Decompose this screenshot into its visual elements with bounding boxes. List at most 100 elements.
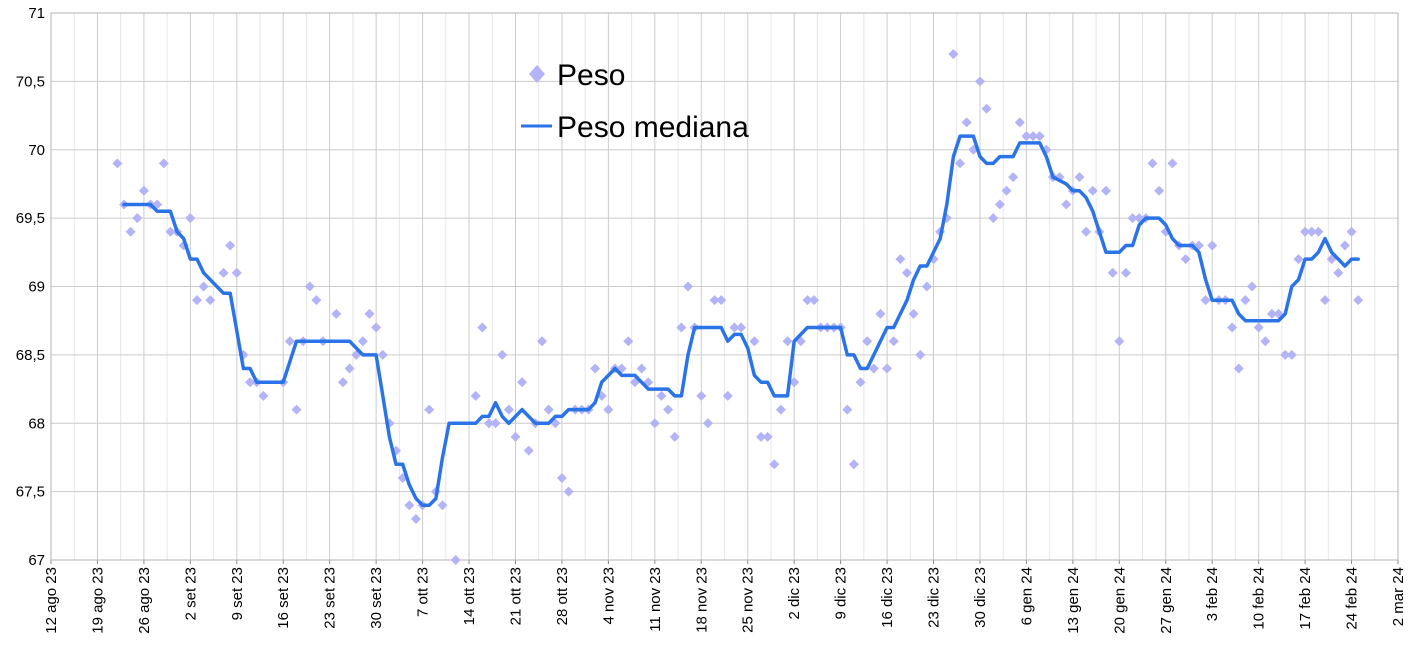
peso-point [915,349,926,360]
peso-point [1339,240,1350,251]
axes [50,12,1399,564]
peso-point [1227,322,1238,333]
peso-point [1333,267,1344,278]
peso-point [185,213,196,224]
x-tick-labels: 12 ago 23 19 ago 23 26 ago 23 2 set 23 9 set… [43,567,1407,634]
peso-point [198,281,209,292]
x-tick-label: 30 set 23 [368,567,385,629]
peso-point [304,281,315,292]
peso-point [749,336,760,347]
peso-point [556,472,567,483]
peso-point [1014,117,1025,128]
peso-point [357,336,368,347]
x-tick-label: 2 set 23 [182,567,199,620]
peso-point [1293,254,1304,265]
peso-mediana-line [122,134,1360,508]
y-tick-label: 68,5 [16,347,45,364]
peso-point [225,240,236,251]
peso-point [994,199,1005,210]
peso-point [1266,308,1277,319]
peso-point [848,459,859,470]
peso-point [404,500,415,511]
peso-point [1028,131,1039,142]
peso-point [1061,199,1072,210]
peso-point [974,76,985,87]
peso-point [364,308,375,319]
peso-point [802,295,813,306]
peso-point [503,404,514,415]
peso-point [762,431,773,442]
peso-point [497,349,508,360]
x-tick-label: 3 feb 24 [1204,567,1221,621]
peso-point [258,390,269,401]
legend-peso-mediana-label: Peso mediana [557,111,749,144]
y-tick-label: 69,5 [16,210,45,227]
peso-point [337,377,348,388]
peso-point [1280,349,1291,360]
peso-point [490,418,501,429]
peso-point [450,555,461,565]
peso-point [132,213,143,224]
peso-point [1286,349,1297,360]
x-tick-label: 6 gen 24 [1018,567,1035,625]
peso-mediana-line-series [122,134,1360,508]
legend: Peso Peso mediana [521,59,749,144]
peso-point [125,226,136,237]
peso-point [702,418,713,429]
peso-point [483,418,494,429]
peso-point [649,418,660,429]
peso-point [1008,172,1019,183]
peso-point [921,281,932,292]
peso-point [1114,336,1125,347]
peso-point [470,390,481,401]
peso-point [205,295,216,306]
x-tick-label: 10 feb 24 [1251,567,1268,630]
peso-point [716,295,727,306]
peso-point [1313,226,1324,237]
peso-point [623,336,634,347]
peso-point [656,390,667,401]
y-tick-label: 70,5 [16,73,45,90]
peso-point [1147,158,1158,169]
peso-point [284,336,295,347]
peso-point [1034,131,1045,142]
x-tick-label: 13 gen 24 [1065,567,1082,634]
peso-point [1081,226,1092,237]
x-tick-label: 7 ott 23 [415,567,432,617]
peso-point [782,336,793,347]
peso-point [543,404,554,415]
peso-point [809,295,820,306]
x-tick-label: 23 dic 23 [926,567,943,628]
peso-point [775,404,786,415]
x-tick-label: 4 nov 23 [600,567,617,625]
peso-point [901,267,912,278]
peso-point [537,336,548,347]
peso-point [855,377,866,388]
x-tick-label: 30 dic 23 [972,567,989,628]
peso-point [842,404,853,415]
peso-point [191,295,202,306]
peso-point [1233,363,1244,374]
y-tick-label: 68 [28,415,45,432]
x-tick-label: 11 nov 23 [647,567,664,632]
y-tick-label: 69 [28,279,45,296]
peso-point [1021,131,1032,142]
peso-point [1260,336,1271,347]
y-tick-labels: 67 67,5 68 68,5 69 69,5 70 70,5 71 [16,5,45,569]
x-tick-label: 19 ago 23 [89,567,106,634]
peso-point [437,500,448,511]
x-tick-label: 2 dic 23 [786,567,803,620]
peso-point [517,377,528,388]
x-tick-label: 2 mar 24 [1390,567,1407,626]
peso-point [683,281,694,292]
peso-point [477,322,488,333]
peso-point [908,308,919,319]
peso-point [769,459,780,470]
peso-point [696,390,707,401]
x-tick-label: 27 gen 24 [1158,567,1175,634]
y-tick-label: 71 [28,5,45,22]
x-tick-label: 18 nov 23 [693,567,710,633]
peso-point [1127,213,1138,224]
x-tick-label: 17 feb 24 [1297,567,1314,630]
